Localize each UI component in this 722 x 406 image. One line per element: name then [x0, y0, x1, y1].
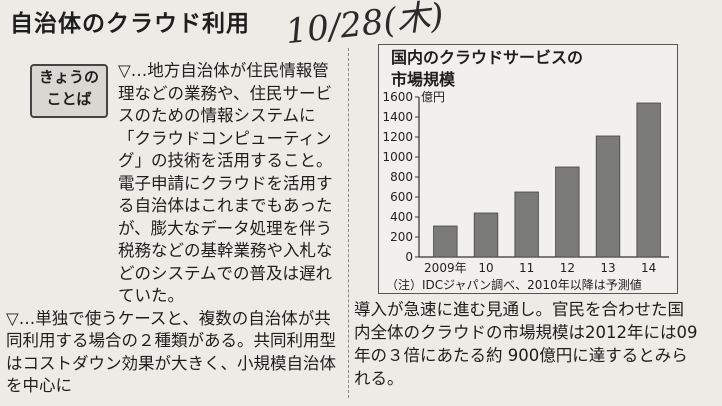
- y-unit-label: 億円: [421, 90, 445, 104]
- chart-title: 国内のクラウドサービスの 市場規模: [391, 47, 671, 91]
- y-tick-label: 0: [405, 250, 413, 264]
- continued-text: 導入が急速に進む見通し。官民を合わせた国内全体のクラウドの市場規模は2012年に…: [354, 300, 698, 388]
- bar: [433, 225, 458, 258]
- x-tick-label: 11: [519, 261, 534, 275]
- bar: [595, 135, 621, 258]
- y-tick-label: 800: [390, 170, 413, 184]
- x-tick-label: 14: [641, 261, 656, 275]
- definition-text: ▽…地方自治体が住民情報管理などの業務や、住民サービスのための情報システムに「ク…: [6, 60, 342, 398]
- bar: [555, 166, 580, 258]
- bar: [636, 102, 661, 258]
- badge-line-2: ことば: [46, 90, 92, 108]
- x-tick-label: 13: [600, 261, 615, 275]
- y-tick-label: 600: [390, 190, 413, 204]
- badge-line-1: きょうの: [38, 68, 99, 86]
- x-tick-label: 12: [560, 261, 575, 275]
- paragraph-2: ▽…単独で使うケースと、複数の自治体が共同利用する場合の２種類がある。共同利用型…: [6, 308, 336, 396]
- y-tick-label: 200: [390, 230, 413, 244]
- x-tick-label: 2009年: [424, 261, 467, 275]
- y-tick-label: 1200: [382, 130, 413, 144]
- x-tick-label: 10: [478, 261, 493, 275]
- y-tick-label: 400: [390, 210, 413, 224]
- page-title: 自治体のクラウド利用: [10, 11, 250, 37]
- chart-title-line-1: 国内のクラウドサービスの: [391, 48, 584, 67]
- y-tick-label: 1000: [382, 150, 413, 164]
- paragraph-1: ▽…地方自治体が住民情報管理などの業務や、住民サービスのための情報システムに「ク…: [118, 61, 333, 305]
- chart-box: 国内のクラウドサービスの 市場規模 0 200 400 600 800 1000 1200 1…: [378, 44, 678, 294]
- chart-title-line-2: 市場規模: [391, 70, 456, 89]
- bar-chart: 0 200 400 600 800 1000 1200 1400 1600 億円 2009年 10 11…: [382, 90, 669, 275]
- bar: [514, 191, 539, 258]
- bar: [473, 212, 499, 258]
- keyword-badge: きょうの ことば: [30, 64, 108, 118]
- y-tick-label: 1400: [382, 110, 413, 124]
- y-tick-label: 1600: [382, 90, 413, 104]
- column-divider: [348, 48, 349, 398]
- chart-source-note: （注）IDCジャパン調べ、2010年以降は予測値: [386, 278, 642, 292]
